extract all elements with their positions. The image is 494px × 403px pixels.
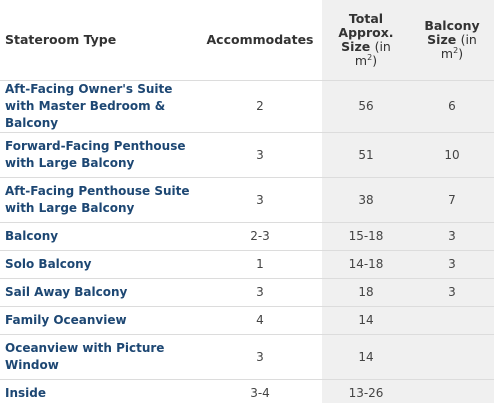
accommodates-cell: 2-3 bbox=[198, 221, 322, 250]
stateroom-name: Oceanview with Picture Window bbox=[0, 333, 198, 379]
stateroom-name: Inside bbox=[0, 378, 198, 403]
accommodates-cell: 3 bbox=[198, 176, 322, 222]
size-cell: 13-26 bbox=[322, 378, 410, 403]
table-row: Forward-Facing Penthouse with Large Balc… bbox=[0, 131, 494, 177]
header-size-unit: (in bbox=[374, 38, 391, 54]
stateroom-name: Balcony bbox=[0, 221, 198, 250]
stateroom-name: Aft-Facing Penthouse Suite with Large Ba… bbox=[0, 176, 198, 222]
table-row: Aft-Facing Owner's Suite with Master Bed… bbox=[0, 79, 494, 132]
accommodates-cell: 3-4 bbox=[198, 378, 322, 403]
header-balcony-size: Balcony Size (in m2) bbox=[410, 0, 494, 80]
size-cell: 15-18 bbox=[322, 221, 410, 250]
table-row: Sail Away Balcony 3 18 3 bbox=[0, 277, 494, 306]
header-accommodates: Accommodates bbox=[198, 0, 322, 80]
size-cell: 14-18 bbox=[322, 249, 410, 278]
accommodates-cell: 3 bbox=[198, 333, 322, 379]
balcony-cell bbox=[410, 333, 494, 379]
stateroom-name: Family Oceanview bbox=[0, 305, 198, 334]
balcony-cell: 3 bbox=[410, 277, 494, 306]
size-cell: 18 bbox=[322, 277, 410, 306]
header-balcony-line1: Balcony bbox=[424, 17, 480, 33]
size-cell: 14 bbox=[322, 305, 410, 334]
header-size-line2: Approx. bbox=[338, 24, 394, 40]
header-size-line1: Total bbox=[348, 10, 384, 26]
header-size-m: m bbox=[354, 52, 368, 68]
table-row: Solo Balcony 1 14-18 3 bbox=[0, 249, 494, 278]
stateroom-name: Sail Away Balcony bbox=[0, 277, 198, 306]
balcony-cell bbox=[410, 378, 494, 403]
accommodates-cell: 3 bbox=[198, 277, 322, 306]
stateroom-name: Forward-Facing Penthouse with Large Balc… bbox=[0, 131, 198, 177]
accommodates-cell: 2 bbox=[198, 79, 322, 132]
header-size-sup: 2 bbox=[367, 52, 373, 62]
size-cell: 51 bbox=[322, 131, 410, 177]
size-cell: 14 bbox=[322, 333, 410, 379]
size-cell: 38 bbox=[322, 176, 410, 222]
header-row: Stateroom Type Accommodates Total Approx… bbox=[0, 0, 494, 80]
stateroom-name: Aft-Facing Owner's Suite with Master Bed… bbox=[0, 79, 198, 132]
accommodates-cell: 3 bbox=[198, 131, 322, 177]
header-size-line3: Size bbox=[341, 38, 371, 54]
balcony-cell: 3 bbox=[410, 221, 494, 250]
table-row: Oceanview with Picture Window 3 14 bbox=[0, 333, 494, 379]
header-balcony-m: m bbox=[440, 45, 454, 61]
header-stateroom-type: Stateroom Type bbox=[0, 0, 198, 80]
table-row: Aft-Facing Penthouse Suite with Large Ba… bbox=[0, 176, 494, 222]
balcony-cell bbox=[410, 305, 494, 334]
accommodates-cell: 4 bbox=[198, 305, 322, 334]
table-row: Inside 3-4 13-26 bbox=[0, 378, 494, 403]
accommodates-cell: 1 bbox=[198, 249, 322, 278]
header-balcony-line2: Size bbox=[427, 31, 457, 47]
header-balcony-sup: 2 bbox=[453, 45, 459, 55]
table-row: Family Oceanview 4 14 bbox=[0, 305, 494, 334]
header-size-close: ) bbox=[372, 52, 378, 68]
balcony-cell: 3 bbox=[410, 249, 494, 278]
header-total-size: Total Approx. Size (in m2) bbox=[322, 0, 410, 80]
table-row: Balcony 2-3 15-18 3 bbox=[0, 221, 494, 250]
size-cell: 56 bbox=[322, 79, 410, 132]
header-balcony-unit: (in bbox=[460, 31, 477, 47]
balcony-cell: 6 bbox=[410, 79, 494, 132]
header-balcony-close: ) bbox=[458, 45, 464, 61]
balcony-cell: 7 bbox=[410, 176, 494, 222]
stateroom-name: Solo Balcony bbox=[0, 249, 198, 278]
balcony-cell: 10 bbox=[410, 131, 494, 177]
